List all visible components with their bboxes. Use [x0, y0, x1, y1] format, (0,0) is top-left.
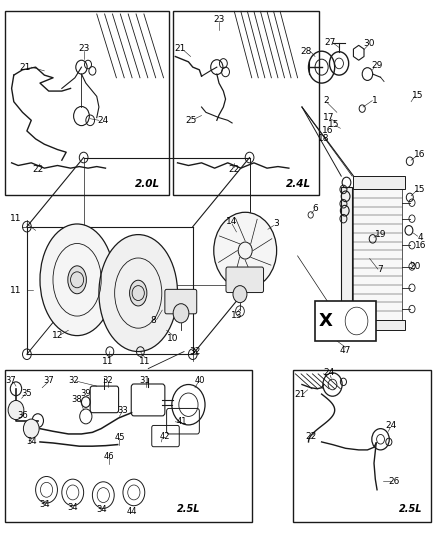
Bar — [5, 11, 169, 195]
Text: 19: 19 — [375, 230, 386, 239]
Text: 2: 2 — [323, 96, 329, 105]
Text: 21: 21 — [19, 63, 30, 71]
Text: 37: 37 — [43, 376, 54, 385]
Text: 11: 11 — [102, 357, 113, 366]
Text: X: X — [319, 312, 333, 330]
Circle shape — [214, 212, 277, 289]
Text: 28: 28 — [300, 47, 312, 55]
Text: 2.4L: 2.4L — [286, 180, 311, 189]
Text: 39: 39 — [81, 389, 91, 398]
Text: 34: 34 — [39, 500, 49, 509]
Text: 15: 15 — [412, 91, 424, 100]
Text: 31: 31 — [139, 376, 150, 385]
FancyBboxPatch shape — [165, 289, 197, 314]
Text: 1: 1 — [372, 96, 378, 105]
Text: 13: 13 — [231, 311, 242, 320]
Text: 38: 38 — [72, 395, 82, 404]
Ellipse shape — [130, 280, 147, 306]
Text: 24: 24 — [98, 116, 109, 125]
Text: 46: 46 — [104, 453, 114, 462]
Text: 41: 41 — [177, 417, 187, 426]
Text: 11: 11 — [10, 214, 21, 223]
Circle shape — [173, 304, 189, 323]
Text: 21: 21 — [174, 44, 185, 53]
Text: 32: 32 — [189, 347, 201, 356]
Bar — [353, 189, 403, 320]
Text: 44: 44 — [127, 506, 137, 515]
Text: 11: 11 — [10, 286, 21, 295]
Bar — [5, 370, 252, 522]
Circle shape — [233, 286, 247, 303]
Text: 16: 16 — [321, 126, 333, 135]
Text: 40: 40 — [194, 376, 205, 385]
Text: 32: 32 — [102, 376, 113, 385]
Text: 24: 24 — [386, 422, 397, 431]
Ellipse shape — [40, 224, 114, 336]
Text: 22: 22 — [305, 432, 316, 441]
Text: 15: 15 — [328, 119, 339, 128]
Text: 25: 25 — [185, 116, 196, 125]
Circle shape — [23, 419, 39, 438]
Bar — [315, 301, 376, 341]
Text: 24: 24 — [324, 368, 335, 377]
Text: 21: 21 — [294, 390, 305, 399]
Text: 8: 8 — [151, 316, 156, 325]
Text: 29: 29 — [371, 61, 383, 70]
Bar — [173, 11, 319, 195]
Text: 34: 34 — [67, 503, 78, 512]
Ellipse shape — [99, 235, 177, 352]
Text: 42: 42 — [159, 432, 170, 441]
Text: 7: 7 — [378, 265, 383, 273]
Text: 35: 35 — [21, 389, 32, 398]
Text: 10: 10 — [167, 334, 179, 343]
Text: 16: 16 — [414, 150, 426, 159]
Text: 4: 4 — [417, 233, 423, 242]
Text: 2.5L: 2.5L — [177, 504, 200, 514]
Text: 2.5L: 2.5L — [399, 504, 422, 514]
Text: 12: 12 — [52, 331, 63, 340]
Text: 30: 30 — [363, 39, 374, 48]
Text: 45: 45 — [114, 433, 125, 442]
Text: 36: 36 — [17, 411, 28, 420]
Text: 6: 6 — [312, 204, 318, 213]
Text: 34: 34 — [26, 438, 36, 447]
Bar — [353, 320, 405, 330]
Text: 11: 11 — [139, 357, 151, 366]
Text: 22: 22 — [229, 165, 240, 174]
Bar — [293, 370, 431, 522]
Text: 34: 34 — [96, 505, 106, 514]
Ellipse shape — [68, 266, 86, 294]
Text: 2.0L: 2.0L — [135, 180, 160, 189]
Bar — [353, 176, 405, 189]
Text: 20: 20 — [410, 262, 421, 271]
Text: 23: 23 — [213, 15, 225, 24]
Text: 17: 17 — [323, 113, 335, 122]
Text: 33: 33 — [117, 406, 128, 415]
FancyBboxPatch shape — [226, 267, 264, 293]
Text: 27: 27 — [325, 38, 336, 47]
Text: 32: 32 — [69, 376, 79, 385]
Text: 22: 22 — [32, 165, 43, 174]
Text: 47: 47 — [340, 346, 351, 355]
Text: 37: 37 — [5, 376, 16, 385]
Text: 18: 18 — [318, 134, 329, 143]
Text: 3: 3 — [273, 220, 279, 229]
Text: 16: 16 — [414, 241, 426, 250]
Text: 23: 23 — [78, 44, 89, 53]
Text: 26: 26 — [388, 478, 399, 486]
Circle shape — [8, 400, 24, 419]
Text: 14: 14 — [226, 217, 238, 226]
Text: 15: 15 — [414, 185, 426, 194]
Bar — [341, 187, 352, 322]
